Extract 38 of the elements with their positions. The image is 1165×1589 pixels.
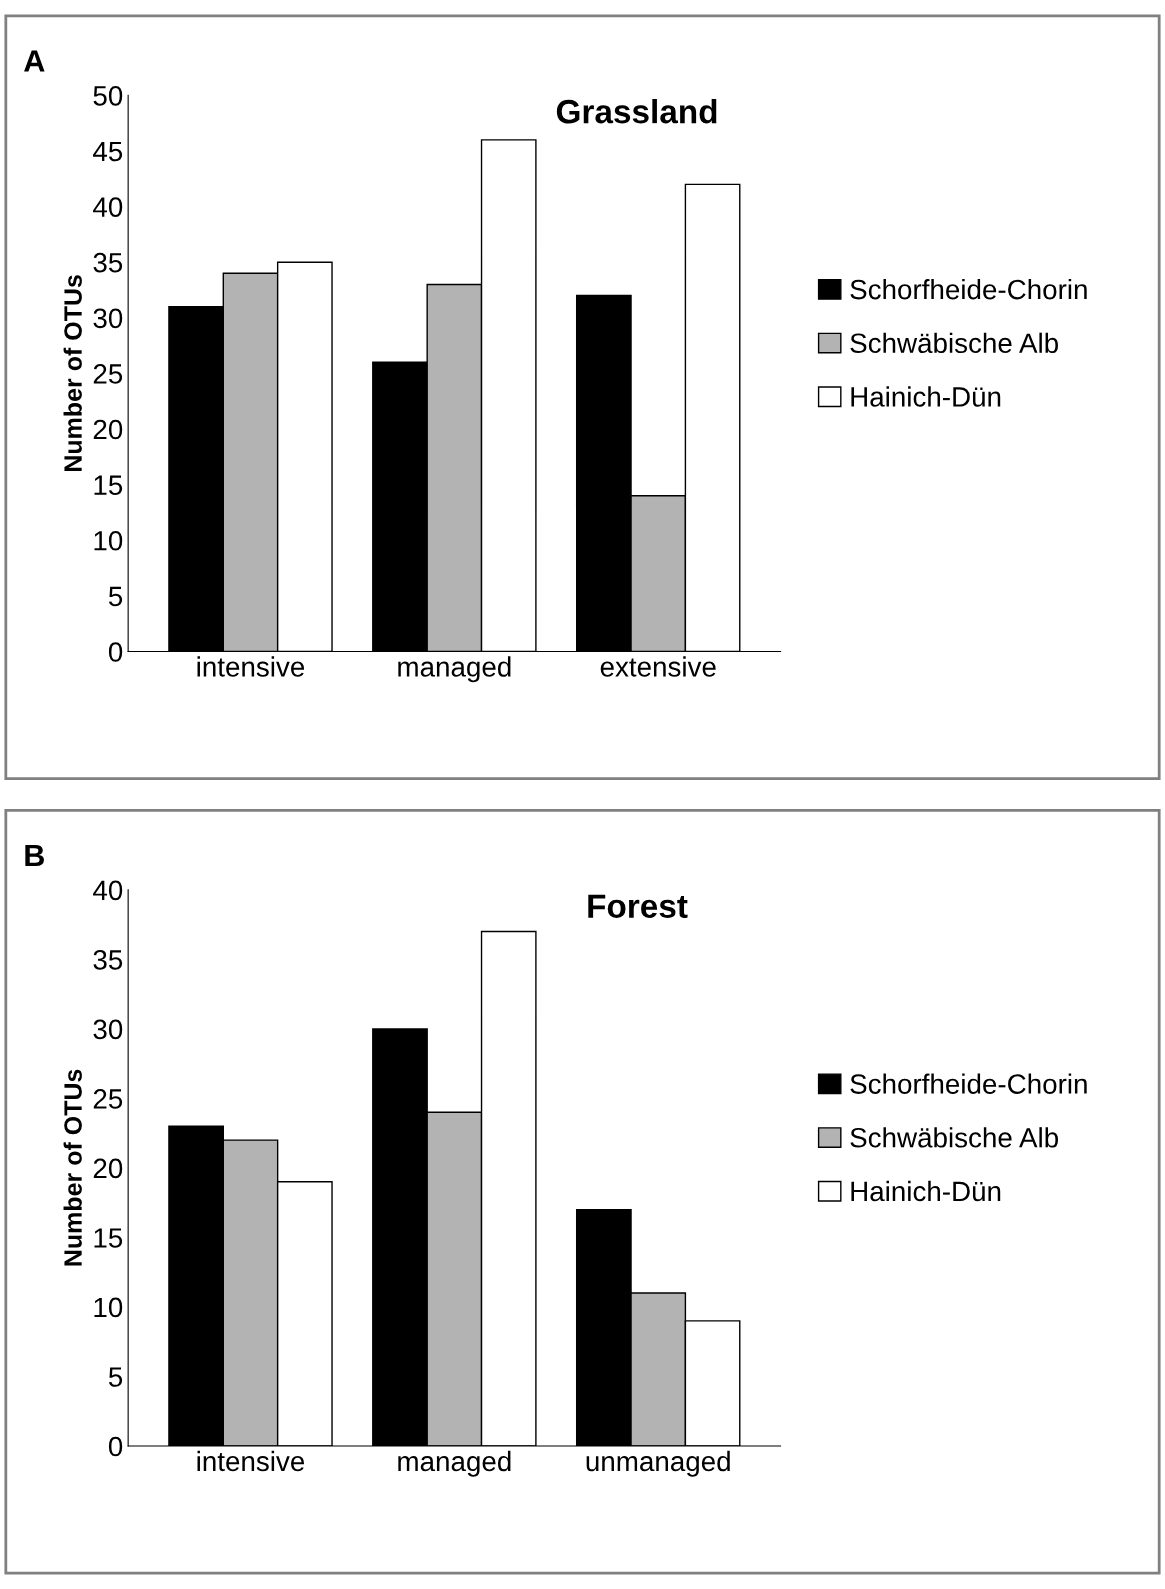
legend-label: Hainich-Dün (851, 1180, 1001, 1202)
y-tick-label: 20 (93, 1158, 123, 1179)
x-tick-label: managed (398, 656, 511, 683)
legend-label: Schorfheide-Chorin (850, 1073, 1087, 1094)
legend-label: Schwäbische Alb (850, 332, 1058, 354)
y-tick-label: 0 (108, 642, 123, 662)
legend-label: Schwäbische Alb (850, 1127, 1058, 1148)
y-tick-label: 30 (93, 1019, 123, 1040)
y-tick-label: 5 (108, 586, 123, 607)
y-tick-label: 25 (93, 364, 123, 384)
y-tick-label: 20 (93, 419, 123, 440)
y-tick-label: 35 (93, 252, 123, 273)
legend-label: Schorfheide-Chorin (850, 278, 1087, 300)
y-tick-label: 30 (93, 308, 123, 329)
x-tick-label: unmanaged (586, 1450, 730, 1477)
y-tick-label: 15 (94, 475, 123, 495)
chart-title: Grassland (556, 98, 717, 124)
legend-label: Hainich-Dün (851, 386, 1001, 407)
y-tick-label: 40 (93, 197, 123, 217)
x-tick-label: intensive (197, 656, 305, 677)
y-tick-label: 40 (93, 880, 123, 901)
x-tick-label: extensive (600, 656, 716, 677)
y-tick-label: 45 (93, 141, 123, 162)
y-tick-label: 15 (94, 1228, 123, 1248)
text: B (25, 844, 44, 867)
y-tick-label: 25 (93, 1089, 123, 1109)
y-tick-label: 50 (93, 86, 123, 106)
chart-title: Forest (588, 894, 688, 918)
y-tick-label: 10 (94, 530, 123, 551)
y-tick-label: 0 (108, 1436, 123, 1457)
y-tick-label: 10 (94, 1297, 123, 1318)
y-tick-label: 35 (93, 950, 123, 970)
text: A (24, 50, 45, 72)
x-tick-label: managed (398, 1450, 511, 1477)
y-axis-title: Number of OTUs (63, 1069, 82, 1266)
x-tick-label: intensive (197, 1450, 305, 1472)
y-tick-label: 5 (108, 1367, 123, 1387)
y-axis-title: Number of OTUs (63, 275, 82, 472)
